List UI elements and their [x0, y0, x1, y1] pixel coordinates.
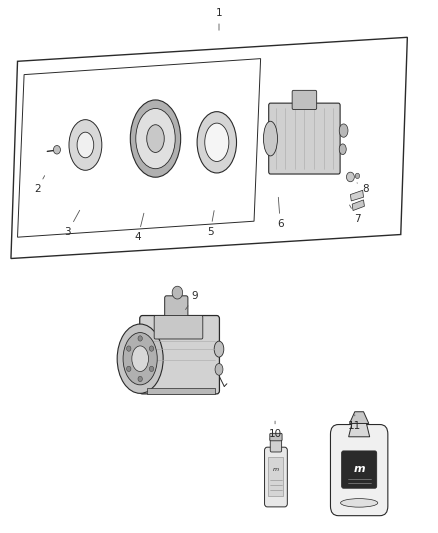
Circle shape	[346, 172, 354, 182]
Ellipse shape	[123, 333, 157, 385]
FancyBboxPatch shape	[268, 457, 283, 496]
Polygon shape	[350, 190, 364, 201]
FancyBboxPatch shape	[140, 316, 219, 394]
Circle shape	[138, 376, 142, 382]
FancyBboxPatch shape	[268, 103, 340, 174]
Polygon shape	[350, 411, 369, 423]
FancyBboxPatch shape	[147, 388, 215, 394]
Ellipse shape	[147, 125, 164, 152]
Ellipse shape	[339, 124, 348, 137]
Text: 1: 1	[215, 9, 223, 30]
Ellipse shape	[130, 100, 180, 177]
FancyBboxPatch shape	[270, 437, 282, 452]
FancyBboxPatch shape	[154, 316, 203, 339]
Text: m: m	[353, 464, 365, 474]
FancyBboxPatch shape	[265, 447, 287, 507]
Polygon shape	[349, 422, 370, 437]
Text: 11: 11	[348, 415, 361, 431]
FancyBboxPatch shape	[330, 424, 388, 516]
Circle shape	[149, 346, 154, 351]
Ellipse shape	[263, 122, 277, 156]
Text: 9: 9	[186, 291, 198, 310]
Circle shape	[172, 286, 183, 299]
Circle shape	[127, 366, 131, 372]
Text: 4: 4	[134, 213, 144, 242]
Circle shape	[355, 173, 360, 179]
FancyBboxPatch shape	[342, 451, 377, 488]
Circle shape	[53, 146, 60, 154]
Text: m: m	[273, 466, 279, 472]
Text: 2: 2	[34, 176, 45, 194]
Ellipse shape	[197, 112, 237, 173]
Ellipse shape	[77, 132, 94, 158]
Text: 3: 3	[64, 211, 80, 237]
FancyBboxPatch shape	[270, 433, 282, 441]
Ellipse shape	[339, 144, 346, 155]
Text: 5: 5	[207, 211, 214, 237]
Text: 6: 6	[277, 197, 284, 229]
Ellipse shape	[117, 324, 163, 393]
Ellipse shape	[340, 499, 378, 507]
Circle shape	[127, 346, 131, 351]
FancyBboxPatch shape	[165, 296, 188, 320]
FancyBboxPatch shape	[292, 90, 317, 110]
Circle shape	[149, 366, 154, 372]
Polygon shape	[352, 200, 364, 211]
Circle shape	[138, 336, 142, 341]
Text: 7: 7	[350, 205, 360, 223]
Ellipse shape	[215, 364, 223, 375]
Text: 10: 10	[268, 421, 282, 439]
Ellipse shape	[69, 120, 102, 171]
Ellipse shape	[205, 123, 229, 161]
Ellipse shape	[136, 108, 175, 169]
Ellipse shape	[214, 341, 224, 357]
Text: 8: 8	[357, 183, 369, 194]
Ellipse shape	[132, 346, 148, 372]
